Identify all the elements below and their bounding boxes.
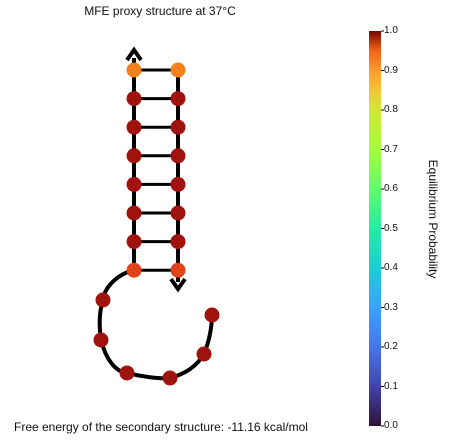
colorbar (369, 31, 381, 426)
colorbar-tick-label: 0.6 (384, 183, 398, 194)
nucleotide-loop (162, 370, 178, 386)
nucleotide-left-strand (126, 119, 142, 135)
nucleotide-loop (93, 332, 109, 348)
colorbar-tick-label: 0.7 (384, 143, 398, 155)
nucleotide-right-strand (170, 62, 186, 78)
colorbar-tick-label: 0.8 (384, 104, 398, 115)
colorbar-tick-label: 0.4 (384, 262, 398, 273)
nucleotide-left-strand (126, 234, 142, 250)
colorbar-tick-label: 0.1 (384, 380, 398, 392)
nucleotide-loop (95, 292, 111, 308)
nucleotide-left-strand (126, 62, 142, 78)
nucleotide-loop (204, 307, 220, 323)
nucleotide-right-strand (170, 119, 186, 135)
nucleotide-loop (119, 365, 135, 381)
nucleotide-left-strand (126, 262, 142, 278)
free-energy-footer: Free energy of the secondary structure: … (14, 420, 308, 434)
hairpin-loop-backbone (97, 268, 214, 381)
nucleotide-right-strand (170, 234, 186, 250)
nucleotide-right-strand (170, 148, 186, 164)
three-prime-arrow-icon (169, 277, 187, 293)
nucleotide-left-strand (126, 176, 142, 192)
nucleotide-left-strand (126, 91, 142, 107)
nucleotide-right-strand (170, 205, 186, 221)
colorbar-tick-label: 1.0 (384, 25, 398, 36)
nucleotide-right-strand (170, 91, 186, 107)
diagram-title: MFE proxy structure at 37°C (84, 4, 236, 18)
colorbar-tick-label: 0.2 (384, 341, 398, 352)
colorbar-tick-label: 0.5 (384, 222, 398, 234)
colorbar-tick-label: 0.9 (384, 64, 398, 76)
nucleotide-loop (196, 346, 212, 362)
five-prime-arrow-icon (125, 46, 143, 62)
nucleotide-right-strand (170, 176, 186, 192)
colorbar-label: Equilibrium Probability (426, 159, 440, 279)
nucleotide-right-strand (170, 262, 186, 278)
colorbar-tick-label: 0.3 (384, 301, 398, 313)
nucleotide-left-strand (126, 205, 142, 221)
colorbar-tick-label: 0.0 (384, 420, 398, 431)
nucleotide-left-strand (126, 148, 142, 164)
